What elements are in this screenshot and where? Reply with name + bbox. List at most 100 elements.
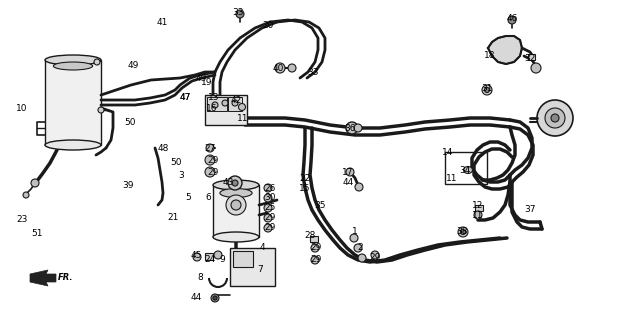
Circle shape (212, 102, 218, 108)
Text: 50: 50 (170, 157, 182, 166)
Bar (207, 97, 227, 111)
Text: 25: 25 (265, 204, 276, 212)
Circle shape (458, 227, 468, 237)
Text: 44: 44 (342, 178, 353, 187)
Text: 24: 24 (205, 255, 216, 265)
Bar (310, 236, 318, 242)
Circle shape (371, 251, 379, 259)
Text: 22: 22 (299, 173, 311, 182)
Text: 39: 39 (122, 180, 133, 189)
Circle shape (355, 183, 363, 191)
Text: 27: 27 (205, 143, 216, 153)
Circle shape (354, 124, 362, 132)
Circle shape (94, 59, 100, 65)
Text: 13: 13 (208, 92, 220, 101)
Text: 16: 16 (206, 103, 218, 113)
Text: 29: 29 (310, 255, 322, 265)
Circle shape (264, 204, 272, 212)
Text: 3: 3 (178, 171, 184, 180)
Circle shape (193, 253, 201, 261)
Text: 14: 14 (442, 148, 454, 156)
Text: FR.: FR. (58, 274, 74, 283)
Text: 40: 40 (273, 63, 284, 73)
Text: 20: 20 (262, 20, 274, 29)
Text: 34: 34 (459, 165, 471, 174)
Text: 36: 36 (344, 124, 356, 132)
Text: 29: 29 (265, 223, 276, 233)
Bar (205, 253, 213, 260)
Circle shape (228, 176, 242, 190)
Text: 29: 29 (207, 156, 219, 164)
Ellipse shape (213, 232, 259, 242)
Circle shape (350, 234, 358, 242)
Circle shape (205, 155, 215, 165)
Ellipse shape (464, 166, 473, 173)
Circle shape (354, 244, 362, 252)
Text: 6: 6 (205, 194, 211, 203)
Circle shape (508, 16, 516, 24)
Text: 51: 51 (32, 228, 43, 237)
Bar (45, 60, 101, 145)
Circle shape (236, 10, 244, 18)
Text: 32: 32 (524, 53, 536, 62)
Bar (228, 97, 242, 111)
Circle shape (232, 100, 238, 106)
Text: 43: 43 (222, 178, 234, 187)
Polygon shape (30, 270, 56, 286)
Text: 9: 9 (219, 255, 225, 265)
Bar (213, 185, 259, 237)
Text: 11: 11 (446, 173, 458, 182)
Circle shape (275, 63, 285, 73)
Text: 23: 23 (16, 215, 28, 225)
Text: 45: 45 (190, 251, 201, 260)
Circle shape (31, 179, 39, 187)
Text: 49: 49 (195, 74, 206, 83)
Text: 1: 1 (352, 228, 358, 236)
Text: 46: 46 (506, 13, 518, 22)
Text: 11: 11 (472, 211, 484, 220)
Text: 42: 42 (231, 95, 242, 105)
Text: 35: 35 (314, 201, 326, 210)
Ellipse shape (220, 188, 252, 197)
Ellipse shape (45, 55, 101, 65)
Text: 30: 30 (265, 194, 276, 203)
Text: 29: 29 (207, 167, 219, 177)
Text: 29: 29 (265, 213, 276, 222)
Circle shape (239, 103, 245, 110)
Bar (230, 248, 275, 286)
Text: 26: 26 (265, 183, 276, 193)
Circle shape (211, 294, 219, 302)
Bar (205, 95, 247, 125)
Text: 33: 33 (232, 7, 243, 17)
Text: 47: 47 (179, 92, 191, 101)
Bar (233, 251, 253, 267)
Circle shape (545, 108, 565, 128)
Polygon shape (488, 36, 522, 64)
Bar (528, 54, 535, 60)
Circle shape (288, 64, 296, 72)
Text: 37: 37 (524, 205, 536, 214)
Text: 29: 29 (310, 244, 322, 252)
Text: 44: 44 (190, 293, 201, 302)
Circle shape (311, 256, 319, 264)
Text: 7: 7 (257, 266, 263, 275)
Circle shape (346, 168, 354, 176)
Circle shape (23, 192, 29, 198)
Circle shape (206, 144, 214, 152)
Circle shape (264, 184, 272, 192)
Ellipse shape (213, 180, 259, 190)
Circle shape (346, 122, 358, 134)
Circle shape (551, 114, 559, 122)
Circle shape (205, 167, 215, 177)
Circle shape (264, 194, 272, 202)
Circle shape (264, 214, 272, 222)
Circle shape (474, 211, 482, 219)
Text: 19: 19 (201, 77, 213, 86)
Text: 8: 8 (197, 273, 203, 282)
Circle shape (537, 100, 573, 136)
Circle shape (232, 180, 238, 186)
Circle shape (460, 229, 465, 235)
Text: 17: 17 (342, 167, 353, 177)
Text: 31: 31 (481, 84, 493, 92)
Text: 21: 21 (167, 213, 179, 222)
